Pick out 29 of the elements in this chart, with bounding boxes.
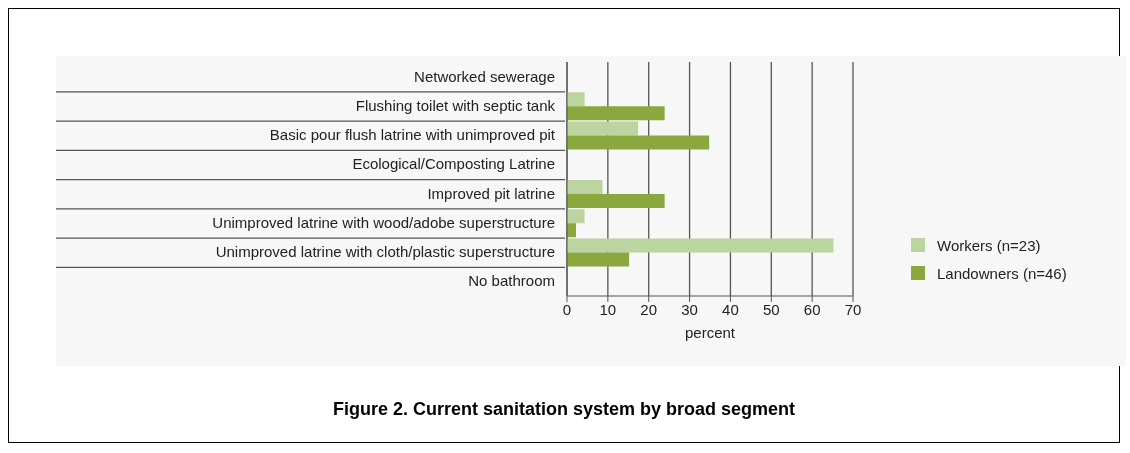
bar bbox=[567, 209, 585, 224]
legend-label: Landowners (n=46) bbox=[937, 264, 1067, 282]
x-tick-label: 30 bbox=[681, 300, 698, 318]
x-tick-label: 0 bbox=[562, 300, 572, 318]
bar bbox=[567, 194, 665, 208]
bar bbox=[567, 252, 630, 267]
x-tick-label: 20 bbox=[640, 300, 658, 318]
y-tick-label: Flushing toilet with septic tank bbox=[355, 96, 556, 114]
y-tick-label: Basic pour flush latrine with unimproved pit bbox=[269, 126, 556, 144]
bar bbox=[567, 121, 639, 136]
y-tick-label: Ecological/Composting Latrine bbox=[352, 155, 555, 173]
bar bbox=[567, 106, 665, 121]
legend-label: Workers (n=23) bbox=[937, 236, 1041, 254]
y-tick-label: No bathroom bbox=[468, 272, 555, 290]
x-axis-title: percent bbox=[684, 324, 736, 341]
y-tick-label: Improved pit latrine bbox=[427, 184, 555, 202]
x-tick-label: 70 bbox=[844, 300, 862, 318]
x-tick-label: 10 bbox=[599, 300, 617, 318]
bar bbox=[567, 180, 603, 194]
x-tick-label: 40 bbox=[722, 300, 739, 318]
x-tick-label: 50 bbox=[762, 300, 780, 318]
bar bbox=[567, 238, 834, 253]
bar bbox=[567, 135, 710, 150]
x-tick-label: 60 bbox=[803, 300, 821, 318]
y-tick-label: Unimproved latrine with cloth/plastic superstructure bbox=[215, 243, 555, 261]
y-tick-label: Networked sewerage bbox=[414, 67, 555, 85]
y-tick-label: Unimproved latrine with wood/adobe superstructure bbox=[212, 213, 555, 231]
bar bbox=[567, 92, 585, 107]
text: Figure 2. Current sanitation system by broad segment bbox=[331, 399, 797, 420]
